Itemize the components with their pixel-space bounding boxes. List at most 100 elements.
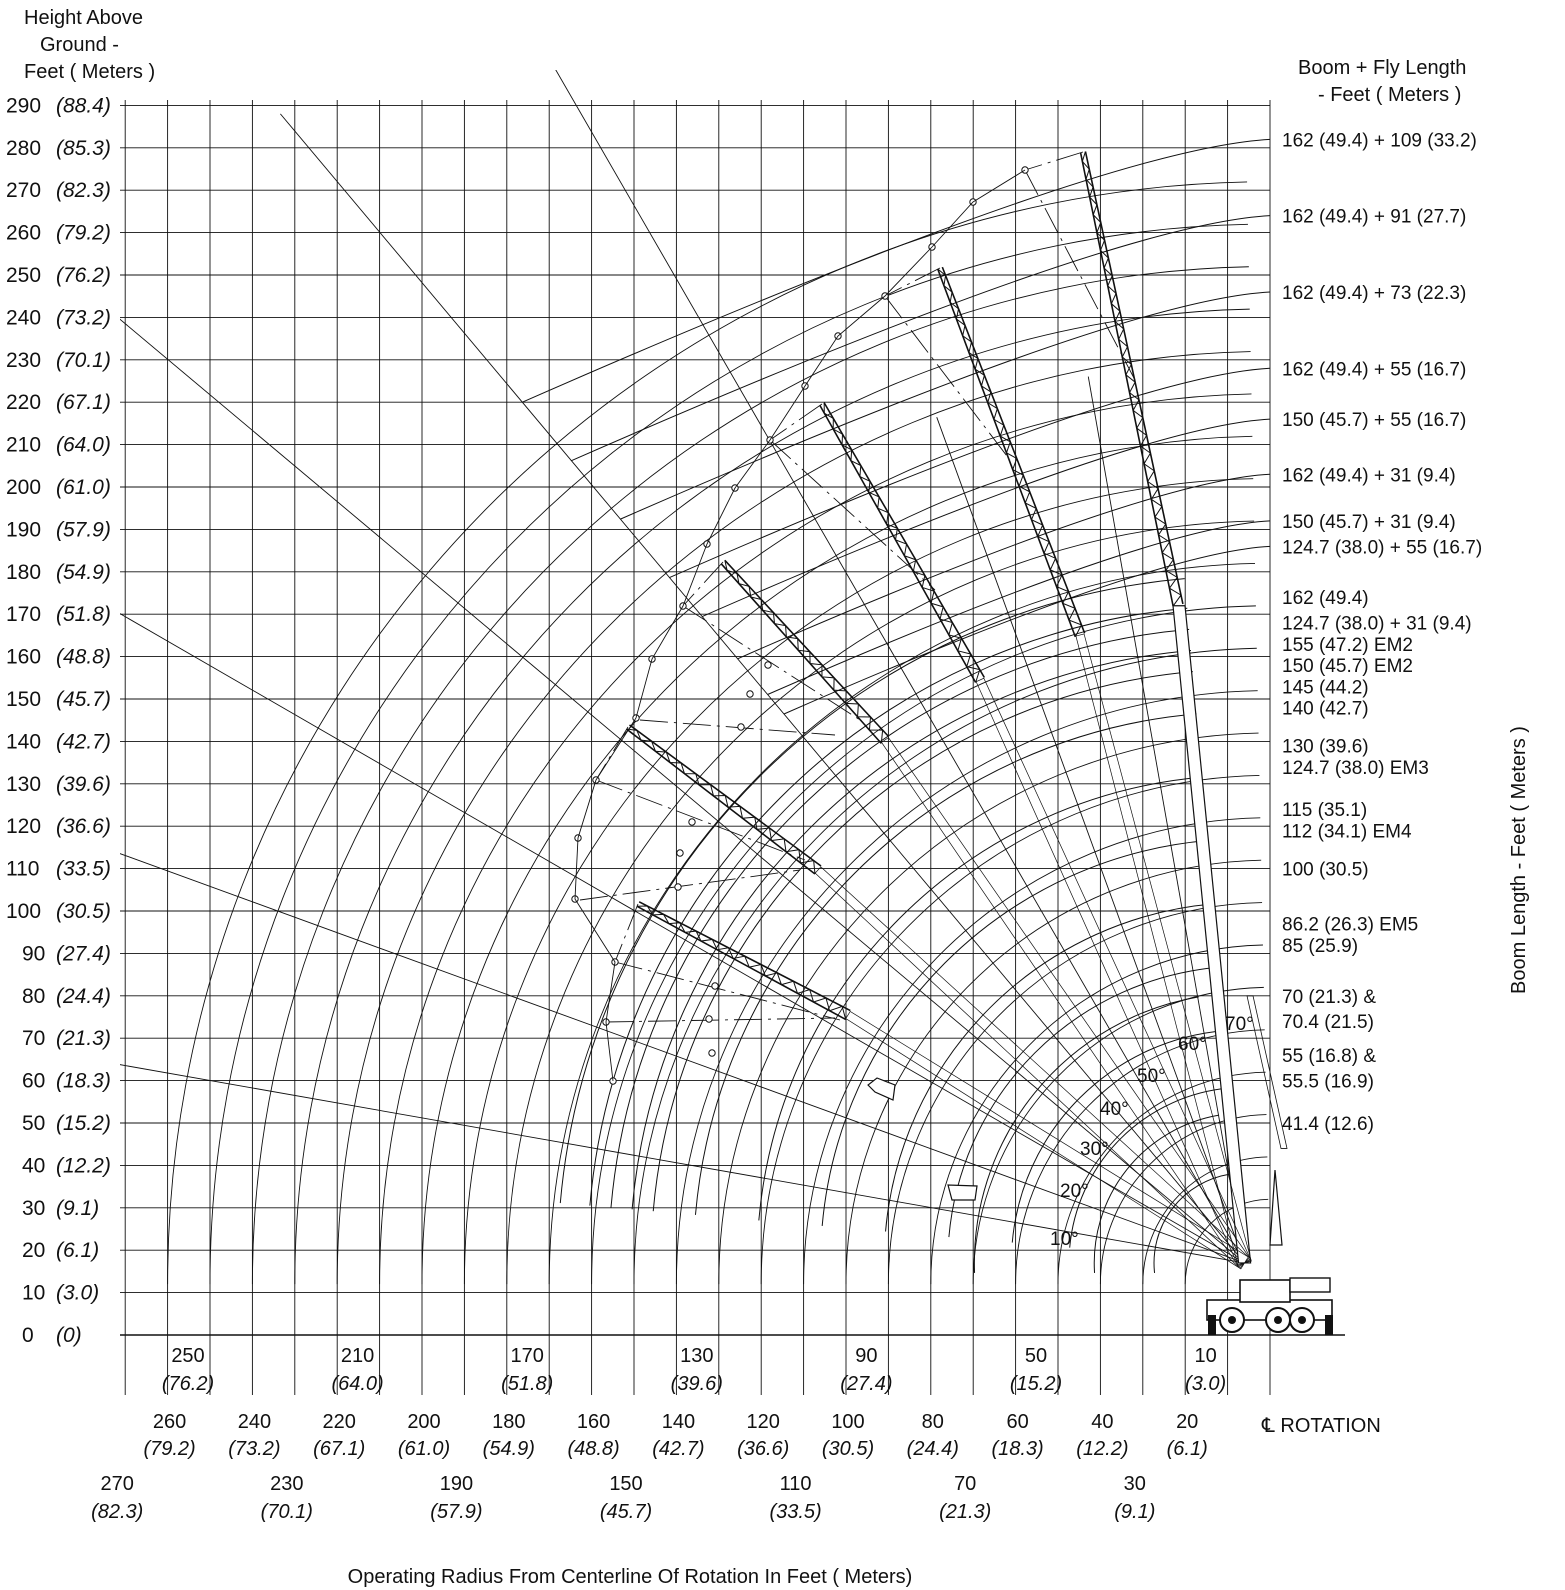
lattice-boom xyxy=(636,901,851,1021)
boom-length-arc xyxy=(589,607,1188,1206)
offset-guide xyxy=(614,961,841,1021)
radius-tick-label: 70 xyxy=(954,1473,976,1495)
radius-tick-label: 140 xyxy=(662,1411,695,1433)
boom-chord xyxy=(724,559,890,738)
radius-tick-label: 210 xyxy=(341,1345,374,1367)
radius-tick-meters: (45.7) xyxy=(600,1501,652,1523)
height-tick-meters: (27.4) xyxy=(56,942,111,965)
radius-tick-meters: (27.4) xyxy=(840,1373,892,1395)
y-axis-title: Ground - xyxy=(40,34,119,56)
height-tick-meters: (6.1) xyxy=(56,1239,99,1262)
radius-tick-meters: (48.8) xyxy=(567,1438,619,1460)
boom-length-label: 145 (44.2) xyxy=(1282,677,1369,698)
boom-chord xyxy=(636,905,847,1021)
crane-carrier-icon xyxy=(1206,1169,1333,1335)
boom-angle-ray xyxy=(555,70,1245,1264)
height-tick-label: 160 xyxy=(6,646,41,669)
height-tick-label: 230 xyxy=(6,349,41,372)
height-tick-meters: (64.0) xyxy=(56,434,111,457)
radius-tick-meters: (51.8) xyxy=(501,1373,553,1395)
height-tick-label: 280 xyxy=(6,137,41,160)
height-tick-label: 10 xyxy=(22,1282,45,1305)
boom-length-label: 41.4 (12.6) xyxy=(1282,1114,1374,1135)
height-tick-label: 190 xyxy=(6,518,41,541)
boom-length-label: 70.4 (21.5) xyxy=(1282,1012,1374,1033)
radius-arc xyxy=(167,181,1248,1285)
height-tick-meters: (24.4) xyxy=(56,985,111,1008)
lattice-boom xyxy=(626,724,822,875)
offset-guide xyxy=(604,1017,836,1023)
height-tick-label: 210 xyxy=(6,434,41,457)
height-tick-meters: (21.3) xyxy=(56,1027,111,1050)
height-tick-label: 200 xyxy=(6,476,41,499)
radius-arc xyxy=(1142,1156,1268,1285)
boom-angle-label: 60° xyxy=(1178,1034,1207,1055)
offset-guide xyxy=(595,779,806,861)
radius-arc xyxy=(336,351,1251,1285)
fly-length-arc xyxy=(783,545,1271,715)
lattice-boom xyxy=(819,402,986,683)
radius-tick-meters: (15.2) xyxy=(1010,1373,1062,1395)
boom-length-label: 115 (35.1) xyxy=(1282,800,1367,821)
height-tick-label: 220 xyxy=(6,391,41,414)
right-axis-title: Boom + Fly Length xyxy=(1298,57,1466,79)
main-boom-section xyxy=(881,737,1251,1268)
height-tick-label: 150 xyxy=(6,688,41,711)
radius-tick-meters: (30.5) xyxy=(822,1438,874,1460)
boom-angle-ray xyxy=(120,853,1245,1264)
radius-tick-meters: (67.1) xyxy=(313,1438,365,1460)
pin-marker xyxy=(705,1015,713,1023)
boom-length-label: 100 (30.5) xyxy=(1282,860,1369,881)
main-boom-section xyxy=(845,1010,1249,1270)
fly-length-arc xyxy=(620,291,1271,520)
radius-tick-label: 260 xyxy=(153,1411,186,1433)
height-tick-meters: (79.2) xyxy=(56,222,111,245)
radius-tick-label: 130 xyxy=(680,1345,713,1367)
lattice-boom xyxy=(720,559,890,744)
radius-tick-meters: (70.1) xyxy=(261,1501,313,1523)
pin-marker xyxy=(688,818,696,826)
height-tick-meters: (54.9) xyxy=(56,561,111,584)
height-tick-meters: (3.0) xyxy=(56,1282,99,1305)
height-tick-meters: (73.2) xyxy=(56,306,111,329)
radius-tick-label: 180 xyxy=(492,1411,525,1433)
height-tick-label: 290 xyxy=(6,94,41,117)
boom-lacing xyxy=(724,560,884,744)
height-tick-meters: (76.2) xyxy=(56,264,111,287)
height-tick-meters: (85.3) xyxy=(56,137,111,160)
height-tick-meters: (51.8) xyxy=(56,603,111,626)
boom-length-label: 55.5 (16.9) xyxy=(1282,1072,1374,1093)
height-tick-label: 70 xyxy=(22,1027,45,1050)
height-tick-meters: (9.1) xyxy=(56,1197,99,1220)
rotation-arrow xyxy=(1269,1169,1283,1246)
boom-angle-ray xyxy=(1087,376,1246,1263)
boom-length-label: 162 (49.4) + 55 (16.7) xyxy=(1282,359,1466,380)
pin-marker xyxy=(676,849,684,857)
stowed-fly-icon xyxy=(867,1077,896,1101)
height-tick-meters: (33.5) xyxy=(56,858,111,881)
pin-marker xyxy=(746,690,754,698)
height-tick-meters: (42.7) xyxy=(56,730,111,753)
x-axis-title: Operating Radius From Centerline Of Rota… xyxy=(348,1566,913,1588)
boom-angle-ray xyxy=(120,1064,1245,1264)
boom-lacing xyxy=(823,402,981,683)
lattice-boom xyxy=(1079,151,1184,607)
radius-tick-meters: (64.0) xyxy=(331,1373,383,1395)
radius-tick-label: 170 xyxy=(511,1345,544,1367)
offset-guide xyxy=(884,267,941,297)
boom-lacing xyxy=(626,728,816,875)
boom-angle-label: 40° xyxy=(1100,1099,1129,1120)
pin-marker xyxy=(708,1049,716,1057)
radius-tick-meters: (61.0) xyxy=(398,1438,450,1460)
boom-length-arc xyxy=(1011,1030,1225,1243)
radius-tick-meters: (76.2) xyxy=(162,1373,214,1395)
radius-tick-meters: (24.4) xyxy=(907,1438,959,1460)
main-boom-section xyxy=(814,866,1250,1269)
boom-length-label: 162 (49.4) + 91 (27.7) xyxy=(1282,207,1466,228)
radius-tick-meters: (33.5) xyxy=(769,1501,821,1523)
radius-tick-label: 120 xyxy=(747,1411,780,1433)
radius-arc xyxy=(803,817,1261,1285)
offset-guide xyxy=(579,869,801,901)
height-tick-label: 100 xyxy=(6,900,41,923)
